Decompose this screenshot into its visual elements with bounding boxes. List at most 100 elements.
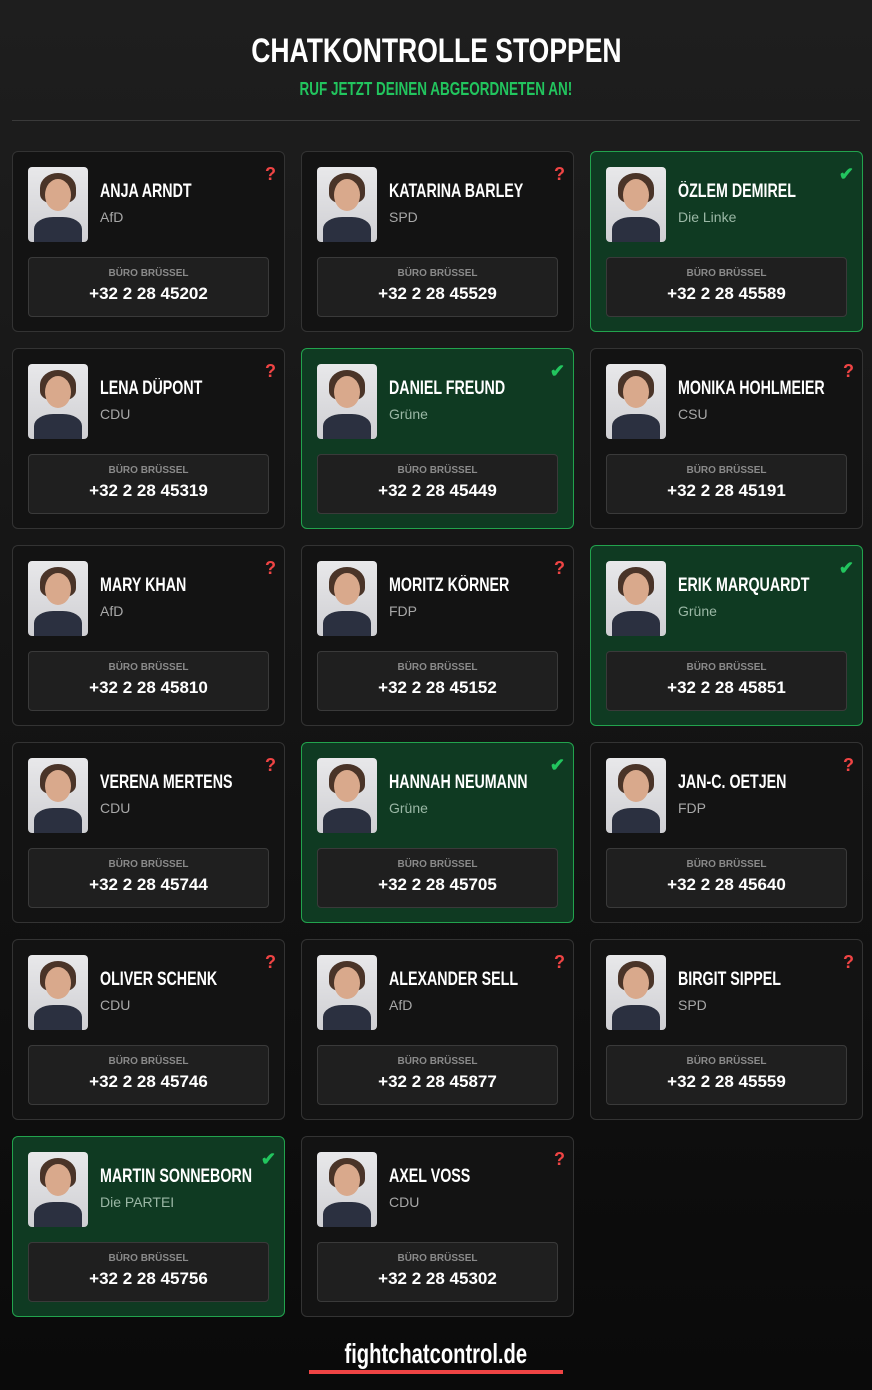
mep-name: MORITZ KÖRNER <box>389 575 510 596</box>
call-office-button[interactable]: BÜRO BRÜSSEL +32 2 28 45744 <box>28 848 269 908</box>
phone-number[interactable]: +32 2 28 45152 <box>378 678 497 697</box>
call-office-button[interactable]: BÜRO BRÜSSEL +32 2 28 45877 <box>317 1045 558 1105</box>
mep-card[interactable]: ALEXANDER SELL AfD ? BÜRO BRÜSSEL +32 2 … <box>301 939 574 1120</box>
mep-party: Grüne <box>389 406 428 422</box>
phone-number[interactable]: +32 2 28 45640 <box>667 875 786 894</box>
mep-photo <box>606 758 666 833</box>
mep-photo <box>317 758 377 833</box>
mep-party: AfD <box>100 209 124 225</box>
phone-number[interactable]: +32 2 28 45302 <box>378 1269 497 1288</box>
phone-number[interactable]: +32 2 28 45589 <box>667 284 786 303</box>
office-label: BÜRO BRÜSSEL <box>686 662 767 673</box>
call-office-button[interactable]: BÜRO BRÜSSEL +32 2 28 45302 <box>317 1242 558 1302</box>
mep-name: AXEL VOSS <box>389 1166 471 1187</box>
question-mark-icon: ? <box>265 952 276 972</box>
mep-name: OLIVER SCHENK <box>100 969 218 990</box>
phone-number[interactable]: +32 2 28 45756 <box>89 1269 208 1288</box>
mep-name: MONIKA HOHLMEIER <box>678 378 825 399</box>
question-mark-icon: ? <box>265 558 276 578</box>
call-office-button[interactable]: BÜRO BRÜSSEL +32 2 28 45756 <box>28 1242 269 1302</box>
mep-party: Die Linke <box>678 209 737 225</box>
mep-card[interactable]: ÖZLEM DEMIREL Die Linke ✔ BÜRO BRÜSSEL +… <box>590 151 863 332</box>
phone-number[interactable]: +32 2 28 45529 <box>378 284 497 303</box>
question-mark-icon: ? <box>843 361 854 381</box>
mep-party: CDU <box>100 997 131 1013</box>
mep-name: LENA DÜPONT <box>100 378 203 399</box>
phone-number[interactable]: +32 2 28 45705 <box>378 875 497 894</box>
mep-card[interactable]: BIRGIT SIPPEL SPD ? BÜRO BRÜSSEL +32 2 2… <box>590 939 863 1120</box>
call-office-button[interactable]: BÜRO BRÜSSEL +32 2 28 45705 <box>317 848 558 908</box>
mep-name: VERENA MERTENS <box>100 772 233 793</box>
office-label: BÜRO BRÜSSEL <box>397 859 478 870</box>
mep-party: FDP <box>678 800 706 816</box>
call-office-button[interactable]: BÜRO BRÜSSEL +32 2 28 45640 <box>606 848 847 908</box>
office-label: BÜRO BRÜSSEL <box>397 465 478 476</box>
checkmark-icon: ✔ <box>838 558 854 578</box>
question-mark-icon: ? <box>843 952 854 972</box>
office-label: BÜRO BRÜSSEL <box>686 1056 767 1067</box>
website-link[interactable]: fightchatcontrol.de <box>309 1338 563 1374</box>
mep-name: BIRGIT SIPPEL <box>678 969 781 990</box>
mep-card[interactable]: LENA DÜPONT CDU ? BÜRO BRÜSSEL +32 2 28 … <box>12 348 285 529</box>
mep-card[interactable]: ANJA ARNDT AfD ? BÜRO BRÜSSEL +32 2 28 4… <box>12 151 285 332</box>
phone-number[interactable]: +32 2 28 45877 <box>378 1072 497 1091</box>
call-office-button[interactable]: BÜRO BRÜSSEL +32 2 28 45191 <box>606 454 847 514</box>
mep-card[interactable]: MARTIN SONNEBORN Die PARTEI ✔ BÜRO BRÜSS… <box>12 1136 285 1317</box>
phone-number[interactable]: +32 2 28 45810 <box>89 678 208 697</box>
call-office-button[interactable]: BÜRO BRÜSSEL +32 2 28 45810 <box>28 651 269 711</box>
checkmark-icon: ✔ <box>260 1149 276 1169</box>
mep-card[interactable]: MARY KHAN AfD ? BÜRO BRÜSSEL +32 2 28 45… <box>12 545 285 726</box>
mep-card[interactable]: MORITZ KÖRNER FDP ? BÜRO BRÜSSEL +32 2 2… <box>301 545 574 726</box>
mep-photo <box>28 1152 88 1227</box>
mep-party: Grüne <box>389 800 428 816</box>
checkmark-icon: ✔ <box>838 164 854 184</box>
phone-number[interactable]: +32 2 28 45449 <box>378 481 497 500</box>
mep-card[interactable]: OLIVER SCHENK CDU ? BÜRO BRÜSSEL +32 2 2… <box>12 939 285 1120</box>
mep-card[interactable]: AXEL VOSS CDU ? BÜRO BRÜSSEL +32 2 28 45… <box>301 1136 574 1317</box>
mep-card[interactable]: KATARINA BARLEY SPD ? BÜRO BRÜSSEL +32 2… <box>301 151 574 332</box>
call-office-button[interactable]: BÜRO BRÜSSEL +32 2 28 45529 <box>317 257 558 317</box>
mep-photo <box>606 364 666 439</box>
mep-card[interactable]: MONIKA HOHLMEIER CSU ? BÜRO BRÜSSEL +32 … <box>590 348 863 529</box>
call-office-button[interactable]: BÜRO BRÜSSEL +32 2 28 45851 <box>606 651 847 711</box>
mep-photo <box>28 758 88 833</box>
question-mark-icon: ? <box>554 1149 565 1169</box>
office-label: BÜRO BRÜSSEL <box>108 1056 189 1067</box>
mep-party: CDU <box>100 406 131 422</box>
call-office-button[interactable]: BÜRO BRÜSSEL +32 2 28 45449 <box>317 454 558 514</box>
mep-name: ALEXANDER SELL <box>389 969 519 990</box>
mep-name: DANIEL FREUND <box>389 378 506 399</box>
mep-party: SPD <box>389 209 418 225</box>
question-mark-icon: ? <box>554 164 565 184</box>
call-office-button[interactable]: BÜRO BRÜSSEL +32 2 28 45202 <box>28 257 269 317</box>
phone-number[interactable]: +32 2 28 45746 <box>89 1072 208 1091</box>
phone-number[interactable]: +32 2 28 45744 <box>89 875 208 894</box>
mep-grid: ANJA ARNDT AfD ? BÜRO BRÜSSEL +32 2 28 4… <box>12 151 863 1317</box>
divider <box>12 120 860 121</box>
call-office-button[interactable]: BÜRO BRÜSSEL +32 2 28 45559 <box>606 1045 847 1105</box>
mep-card[interactable]: ERIK MARQUARDT Grüne ✔ BÜRO BRÜSSEL +32 … <box>590 545 863 726</box>
mep-card[interactable]: JAN-C. OETJEN FDP ? BÜRO BRÜSSEL +32 2 2… <box>590 742 863 923</box>
phone-number[interactable]: +32 2 28 45319 <box>89 481 208 500</box>
mep-card[interactable]: VERENA MERTENS CDU ? BÜRO BRÜSSEL +32 2 … <box>12 742 285 923</box>
question-mark-icon: ? <box>554 952 565 972</box>
mep-party: FDP <box>389 603 417 619</box>
phone-number[interactable]: +32 2 28 45851 <box>667 678 786 697</box>
call-office-button[interactable]: BÜRO BRÜSSEL +32 2 28 45589 <box>606 257 847 317</box>
mep-name: ÖZLEM DEMIREL <box>678 181 796 202</box>
phone-number[interactable]: +32 2 28 45202 <box>89 284 208 303</box>
mep-photo <box>606 167 666 242</box>
mep-party: AfD <box>100 603 124 619</box>
mep-photo <box>606 561 666 636</box>
mep-photo <box>317 167 377 242</box>
page-header: CHATKONTROLLE STOPPEN RUF JETZT DEINEN A… <box>0 0 872 100</box>
call-office-button[interactable]: BÜRO BRÜSSEL +32 2 28 45152 <box>317 651 558 711</box>
phone-number[interactable]: +32 2 28 45191 <box>667 481 786 500</box>
mep-card[interactable]: HANNAH NEUMANN Grüne ✔ BÜRO BRÜSSEL +32 … <box>301 742 574 923</box>
call-office-button[interactable]: BÜRO BRÜSSEL +32 2 28 45319 <box>28 454 269 514</box>
mep-card[interactable]: DANIEL FREUND Grüne ✔ BÜRO BRÜSSEL +32 2… <box>301 348 574 529</box>
call-office-button[interactable]: BÜRO BRÜSSEL +32 2 28 45746 <box>28 1045 269 1105</box>
mep-party: Die PARTEI <box>100 1194 175 1210</box>
question-mark-icon: ? <box>265 361 276 381</box>
phone-number[interactable]: +32 2 28 45559 <box>667 1072 786 1091</box>
